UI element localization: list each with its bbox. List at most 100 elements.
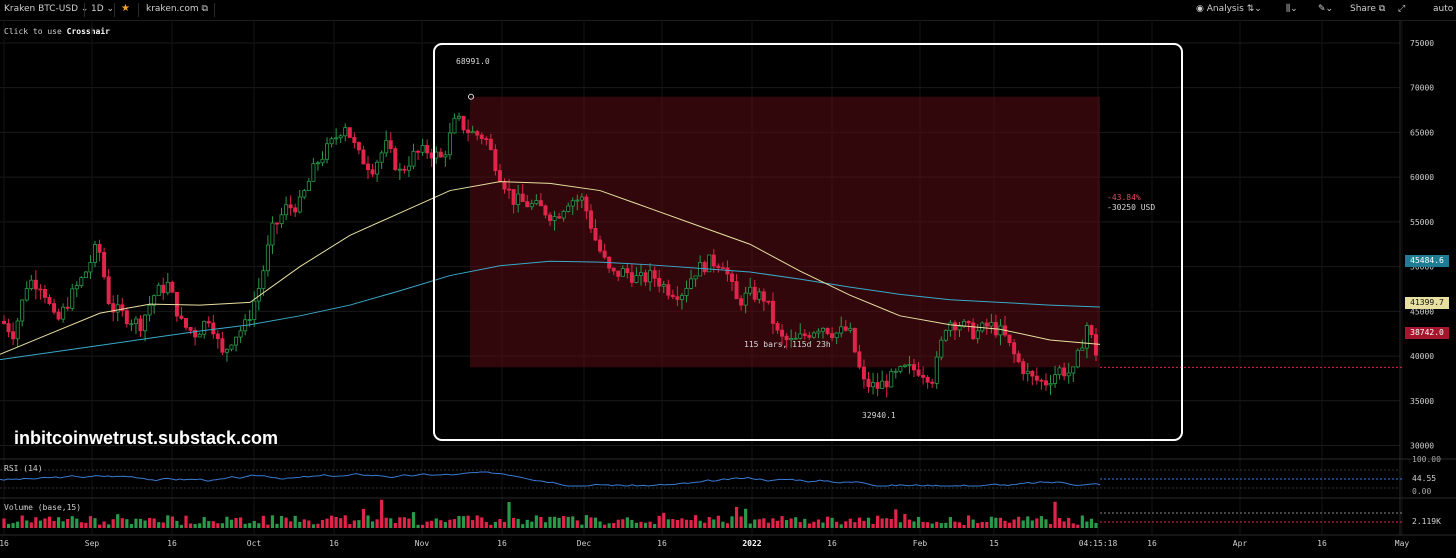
candle	[488, 138, 493, 150]
x-tick-label: Feb	[913, 539, 928, 548]
y-axis: 30000 35000 40000 45000 50000 55000 60000 65000…	[1410, 39, 1434, 451]
candle	[525, 201, 530, 208]
change-abs-label: -30250 USD	[1107, 203, 1156, 212]
chart-type-button[interactable]: ⫼⌄	[1286, 4, 1298, 14]
volume-bar	[534, 515, 538, 528]
volume-bar	[912, 521, 916, 528]
candle	[447, 132, 452, 156]
volume-bar	[744, 508, 748, 528]
volume-bar	[894, 509, 898, 528]
candle	[579, 196, 584, 201]
volume-bar	[439, 520, 443, 528]
volume-bar	[52, 520, 56, 528]
candle	[834, 332, 839, 339]
candle	[552, 216, 557, 221]
candle	[311, 163, 316, 182]
candle	[202, 321, 207, 335]
fullscreen-icon[interactable]: ⤢	[1398, 4, 1406, 14]
candle	[288, 204, 293, 209]
volume-bar	[1003, 520, 1007, 528]
star-icon[interactable]: ★	[121, 3, 130, 14]
volume-bar	[216, 523, 220, 528]
volume-bar	[480, 517, 484, 528]
volume-bar	[962, 524, 966, 528]
volume-bar	[885, 518, 889, 528]
volume-bar	[675, 520, 679, 528]
candle	[789, 338, 794, 341]
share-button[interactable]: Share ⧉	[1350, 4, 1386, 14]
volume-bar	[57, 517, 61, 528]
volume-bar	[980, 521, 984, 528]
volume-bar	[1048, 524, 1053, 528]
volume-bar	[725, 523, 730, 528]
candle	[302, 190, 307, 198]
candle	[766, 300, 771, 303]
volume-bar	[643, 522, 648, 528]
candle	[643, 272, 648, 283]
volume-bar	[84, 522, 88, 528]
volume-bar	[461, 516, 466, 528]
candle	[138, 318, 143, 332]
volume-pane	[0, 497, 1456, 536]
candle	[402, 168, 407, 171]
x-tick-label: Dec	[577, 539, 592, 548]
volume-bar	[357, 520, 361, 528]
candle	[265, 244, 270, 272]
volume-bar	[298, 521, 302, 528]
x-tick-label: 16	[1147, 539, 1157, 548]
volume-bar	[1071, 523, 1075, 528]
volume-bar	[562, 516, 566, 528]
candle	[343, 127, 348, 137]
volume-bar	[557, 517, 561, 528]
volume-bar	[853, 522, 857, 528]
candle	[211, 322, 216, 335]
candle	[739, 298, 744, 306]
candle	[666, 284, 671, 296]
volume-bar	[889, 518, 893, 528]
candle	[880, 380, 885, 389]
candle	[584, 196, 589, 212]
candles	[2, 112, 1099, 398]
volume-bar	[348, 524, 352, 528]
volume-bar	[320, 519, 325, 528]
volume-bar	[380, 499, 384, 528]
candle	[616, 270, 621, 277]
high-label: 68991.0	[456, 57, 490, 66]
candle	[1057, 367, 1062, 376]
volume-bar	[521, 524, 525, 528]
y-tick-label: 65000	[1410, 128, 1434, 137]
candle	[370, 169, 375, 175]
candle	[730, 273, 735, 282]
candle	[147, 304, 152, 316]
candle	[20, 299, 25, 322]
candle	[1094, 334, 1099, 356]
volume-bar	[543, 522, 548, 528]
volume-bar	[684, 519, 689, 528]
volume-bar	[448, 519, 452, 528]
volume-bar	[989, 516, 993, 528]
volume-bar	[143, 520, 147, 528]
interval-selector[interactable]: 1D ⌄	[91, 4, 115, 14]
volume-bar	[1007, 522, 1012, 528]
scale-mode-button[interactable]: auto	[1433, 4, 1454, 14]
volume-bar	[730, 516, 734, 528]
candle	[466, 129, 471, 134]
watermark-text: inbitcoinwetrust.substack.com	[14, 428, 279, 448]
analysis-button[interactable]: ◉ Analysis ⇅⌄	[1196, 4, 1262, 14]
volume-bar	[1017, 516, 1021, 528]
volume-bar	[698, 520, 702, 528]
volume-bar	[452, 519, 457, 528]
volume-bar	[653, 524, 657, 528]
volume-bar	[493, 521, 497, 528]
volume-bar	[1035, 518, 1039, 528]
volume-bar	[111, 519, 115, 528]
volume-bar	[603, 524, 607, 528]
volume-bar	[571, 516, 575, 528]
draw-button[interactable]: ✎⌄	[1318, 4, 1334, 14]
source-link[interactable]: kraken.com ⧉	[146, 4, 208, 14]
volume-bar	[671, 518, 675, 528]
volume-bar	[489, 524, 493, 528]
candle	[743, 292, 748, 306]
bars-count-label: 115 bars, 115d 23h	[744, 340, 831, 349]
